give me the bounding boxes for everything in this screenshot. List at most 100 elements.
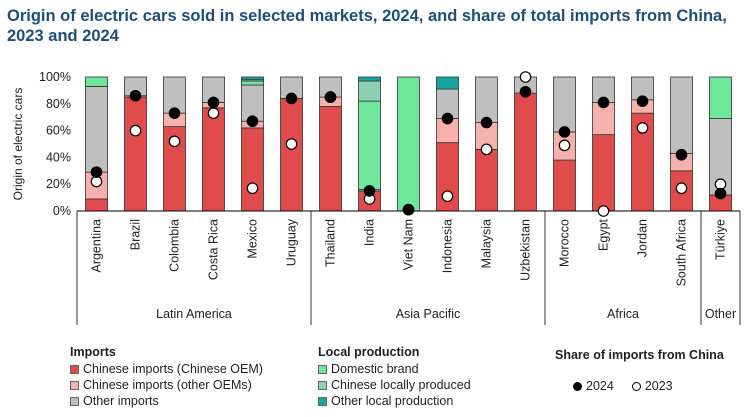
bar-segment: [280, 98, 303, 212]
x-tick-label: Costa Rica: [207, 219, 221, 280]
marker-2023: [480, 143, 493, 156]
bar-segment: [124, 96, 147, 212]
bar-segment: [358, 100, 381, 190]
bar-segment: [358, 80, 381, 102]
marker-2024: [675, 148, 688, 161]
marker-2024: [246, 115, 259, 128]
legend-local: Local production Domestic brand Chinese …: [318, 345, 471, 409]
marker-2023: [636, 122, 649, 134]
bar-segment: [85, 76, 108, 87]
y-tick-label: 40%: [46, 150, 71, 164]
group-label: Asia Pacific: [396, 307, 461, 321]
bar-segment: [319, 106, 342, 212]
x-tick-label: Morocco: [558, 219, 572, 267]
legend-share-heading: Share of imports from China: [555, 348, 724, 362]
marker-2024: [168, 107, 181, 119]
marker-2024: [519, 85, 532, 98]
marker-2024: [129, 89, 142, 102]
swatch-domestic: [318, 364, 327, 374]
swatch-other-local: [318, 396, 327, 406]
marker-2024: [207, 96, 220, 109]
marker-2024: [558, 126, 571, 138]
x-tick-label: Egypt: [597, 218, 611, 250]
legend-item-2023: 2023: [631, 378, 673, 394]
legend-imports: Imports Chinese imports (Chinese OEM) Ch…: [70, 345, 263, 409]
x-tick-label: Indonesia: [441, 219, 455, 273]
bar-segment: [553, 76, 576, 133]
marker-2024: [597, 96, 610, 109]
marker-2023: [246, 182, 259, 195]
marker-2023: [675, 182, 688, 195]
bar-segment: [514, 92, 537, 212]
y-tick-label: 60%: [46, 124, 71, 138]
bar-segment: [670, 76, 693, 154]
legend-label: Domestic brand: [331, 362, 419, 376]
x-tick-label: Brazil: [129, 219, 143, 250]
x-tick-label: Türkiye: [714, 219, 728, 260]
marker-2023: [558, 139, 571, 152]
x-tick-label: India: [363, 219, 377, 246]
x-tick-label: Argentina: [90, 219, 104, 273]
y-tick-label: 80%: [46, 97, 71, 111]
group-label: Other: [705, 307, 736, 321]
marker-2023: [207, 107, 220, 119]
x-tick-label: Viet Nam: [402, 219, 416, 270]
x-tick-label: Uruguay: [285, 218, 299, 266]
marker-2023: [519, 71, 532, 83]
bar-segment: [436, 76, 459, 90]
x-tick-label: Jordan: [636, 219, 650, 257]
marker-2023: [441, 190, 454, 203]
bar-segment: [709, 76, 732, 119]
chart-title: Origin of electric cars sold in selected…: [7, 7, 727, 45]
x-tick-label: Mexico: [246, 219, 260, 259]
marker-2024: [714, 187, 727, 200]
swatch-chinese-oem: [70, 364, 79, 374]
marker-2024: [90, 166, 103, 178]
marker-2023: [129, 124, 142, 137]
bar-segment: [592, 134, 615, 212]
marker-2024: [636, 95, 649, 107]
marker-2023: [168, 135, 181, 148]
bar-segment: [475, 148, 498, 212]
legend-label: 2024: [586, 379, 614, 393]
y-tick-label: 20%: [46, 177, 71, 191]
y-tick-label: 0%: [53, 204, 71, 218]
swatch-other-oems: [70, 380, 79, 390]
marker-2024: [285, 92, 298, 105]
bar-segment: [397, 76, 420, 212]
bar-segment: [241, 76, 264, 81]
legend-item-chinese-oem: Chinese imports (Chinese OEM): [70, 361, 263, 377]
marker-2023: [285, 138, 298, 150]
legend-item-chinese-local: Chinese locally produced: [318, 377, 471, 393]
legend-item-other-imports: Other imports: [70, 393, 263, 409]
bar-segment: [553, 159, 576, 212]
legend-label: Other imports: [83, 394, 159, 408]
marker-2024: [441, 112, 454, 125]
legend-item-2024: 2024: [573, 378, 614, 394]
swatch-other-imports: [70, 396, 79, 406]
marker-2023: [597, 205, 610, 217]
legend-item-other-oems: Chinese imports (other OEMs): [70, 377, 263, 393]
legend-local-heading: Local production: [318, 345, 420, 359]
marker-2024: [402, 203, 415, 216]
bar-segment: [358, 76, 381, 82]
bar-segment: [202, 107, 225, 212]
legend-label: Chinese locally produced: [331, 378, 471, 392]
bar-segment: [85, 198, 108, 212]
legend-imports-heading: Imports: [70, 345, 116, 359]
bar-segment: [85, 85, 108, 173]
marker-2024: [480, 116, 493, 129]
legend-label: 2023: [644, 379, 673, 393]
bar-segment: [241, 127, 264, 212]
marker-2024: [363, 185, 376, 197]
bar-segment: [475, 76, 498, 123]
legend-label: Chinese imports (other OEMs): [83, 378, 252, 392]
y-tick-label: 100%: [39, 70, 71, 84]
filled-dot-icon: [573, 381, 582, 391]
legend-item-other-local: Other local production: [318, 393, 471, 409]
legend-share: Share of imports from China 2024 2023: [555, 348, 724, 394]
hollow-dot-icon: [631, 381, 641, 391]
swatch-chinese-local: [318, 380, 327, 390]
marker-2024: [324, 91, 337, 103]
